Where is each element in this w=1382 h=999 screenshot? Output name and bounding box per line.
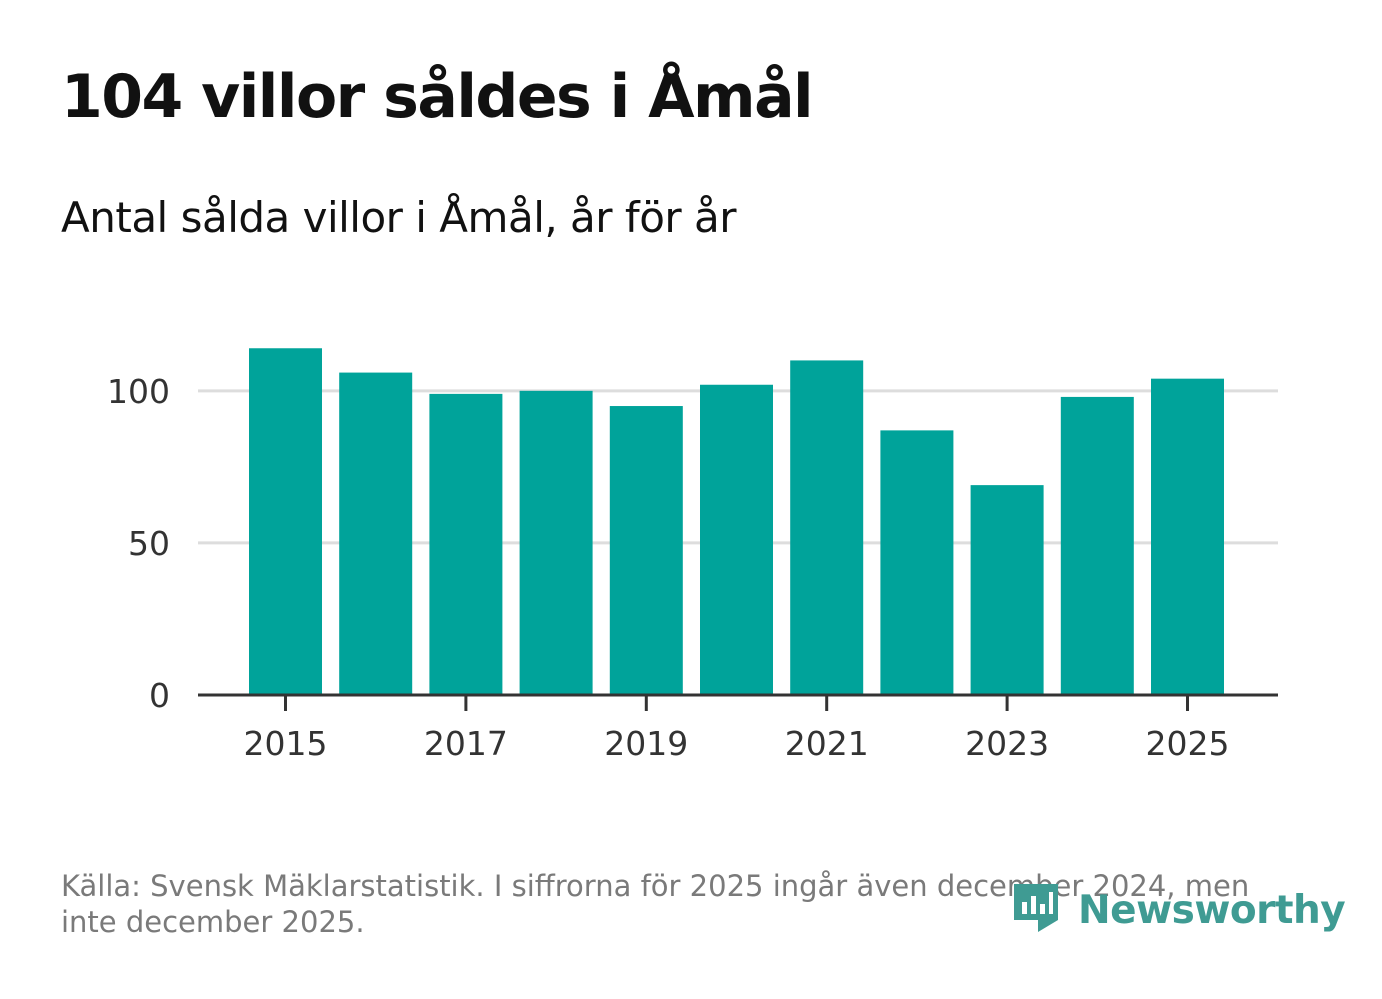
x-tick-label: 2021: [785, 724, 869, 763]
y-tick-label: 0: [149, 676, 170, 715]
bar-2025: [1151, 378, 1224, 695]
bar-2024: [1060, 396, 1134, 695]
bar-2019: [609, 406, 683, 695]
bar-2021: [790, 360, 864, 695]
bar-2018: [519, 390, 593, 695]
x-tick-label: 2023: [965, 724, 1049, 763]
bar-2016: [339, 372, 413, 695]
y-tick-label: 100: [107, 372, 170, 411]
x-tick-label: 2015: [244, 724, 328, 763]
chart-subtitle: Antal sålda villor i Åmål, år för år: [61, 193, 737, 242]
bar-2020: [700, 384, 773, 695]
brand-name: Newsworthy: [1078, 887, 1346, 933]
chart-title: 104 villor såldes i Åmål: [61, 62, 814, 132]
bar-2023: [970, 485, 1044, 695]
y-tick-label: 50: [128, 524, 170, 563]
bar-2017: [429, 393, 503, 695]
x-tick-label: 2019: [604, 724, 688, 763]
bars: [249, 348, 1224, 695]
x-tick-label: 2025: [1146, 724, 1230, 763]
newsworthy-logo: Newsworthy: [1010, 878, 1346, 942]
newsworthy-logo-icon: [1014, 884, 1058, 932]
x-tick-label: 2017: [424, 724, 508, 763]
bar-2022: [880, 430, 954, 695]
bar-2015: [249, 348, 322, 695]
axes: 0 50 100 2015 2017 2019 2021 2023 2025: [107, 372, 1278, 763]
